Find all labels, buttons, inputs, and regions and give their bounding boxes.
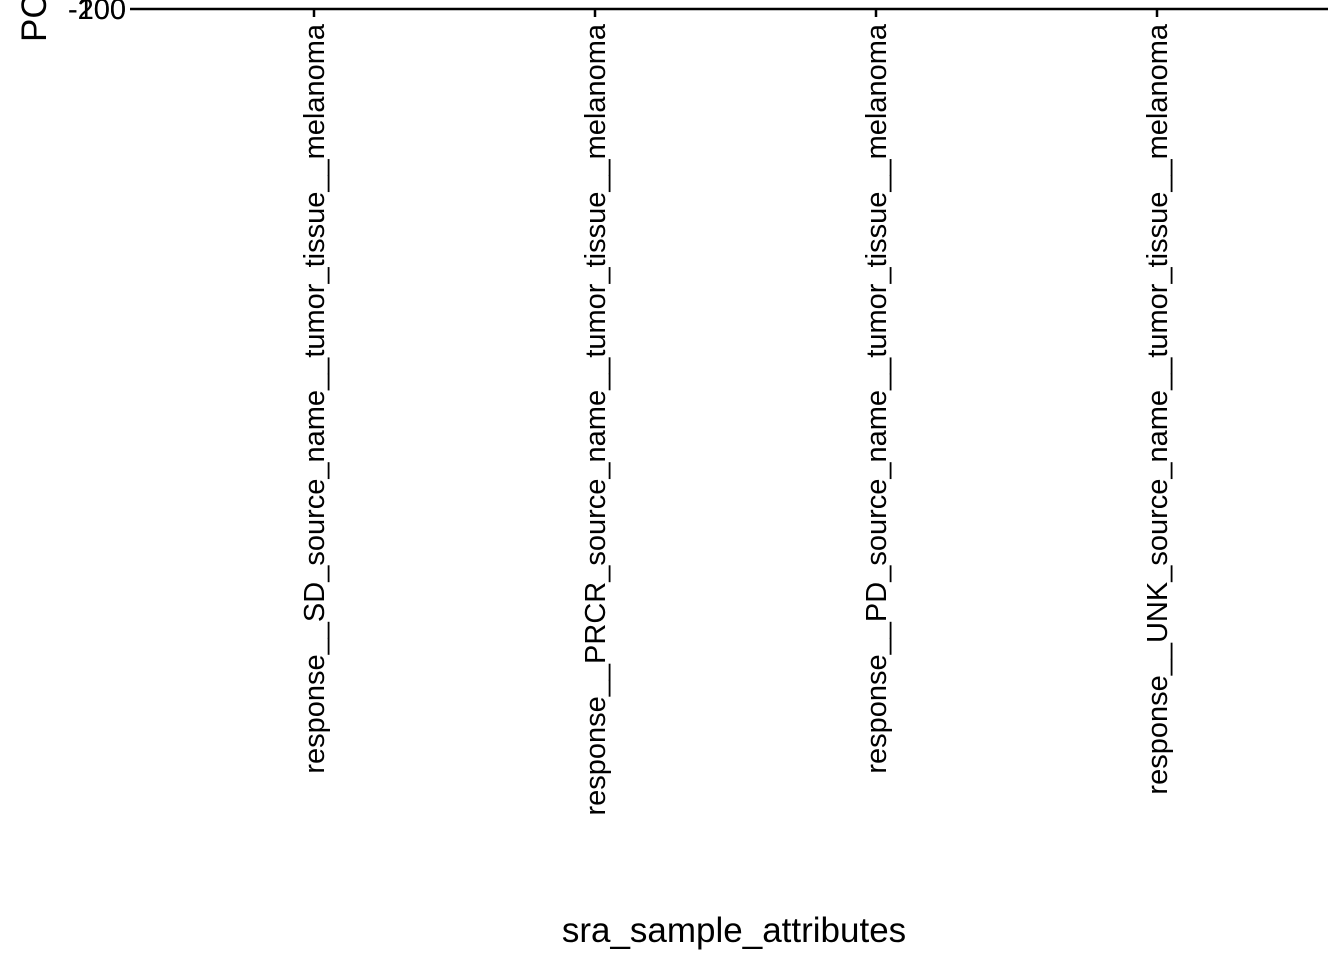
x-category-label: response__SD_source_name__tumor_tissue__…: [299, 23, 331, 773]
y-axis-title: PC: [15, 0, 54, 42]
x-category-label: response__UNK_source_name__tumor_tissue_…: [1142, 23, 1174, 794]
x-axis-title: sra_sample_attributes: [562, 911, 906, 950]
x-category-label: response__PD_source_name__tumor_tissue__…: [861, 23, 893, 773]
x-category-labels: response__SD_source_name__tumor_tissue__…: [299, 9, 1174, 816]
x-category-label: response__PRCR_source_name__tumor_tissue…: [580, 23, 612, 815]
y-tick-label: -200: [68, 0, 126, 26]
y-tick-labels: -200-100: [68, 0, 126, 26]
y-tick-label: -100: [68, 0, 126, 26]
